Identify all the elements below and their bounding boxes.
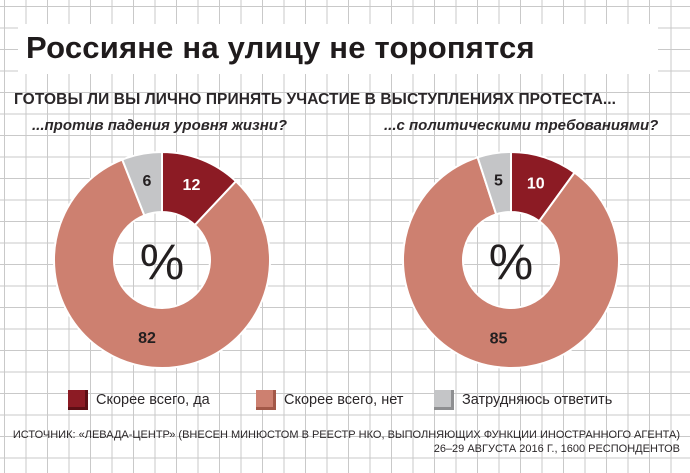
source-line-1: ИСТОЧНИК: «ЛЕВАДА-ЦЕНТР» (ВНЕСЕН МИНЮСТО… bbox=[12, 429, 680, 441]
percent-sign: % bbox=[489, 234, 533, 290]
donut-slice-unsure bbox=[476, 150, 512, 216]
donut-slice-no bbox=[53, 158, 271, 369]
chart-title-living-standards: ...против падения уровня жизни? bbox=[32, 117, 288, 134]
data-label-no: 82 bbox=[138, 330, 156, 347]
data-label-no: 85 bbox=[490, 331, 508, 348]
page-title: Россияне на улицу не торопятся bbox=[26, 30, 535, 65]
data-label-unsure: 5 bbox=[494, 172, 503, 189]
donut-chart-living-standards: 12 82 6% bbox=[53, 150, 271, 369]
donut-slice-no bbox=[402, 156, 620, 369]
data-label-yes: 12 bbox=[183, 177, 201, 194]
legend-label-unsure: Затрудняюсь ответить bbox=[462, 392, 613, 408]
source-note: ИСТОЧНИК: «ЛЕВАДА-ЦЕНТР» (ВНЕСЕН МИНЮСТО… bbox=[13, 428, 680, 456]
donut-slice-unsure bbox=[120, 150, 163, 217]
legend-swatch-yes bbox=[68, 390, 88, 410]
legend-swatch-unsure bbox=[434, 390, 454, 410]
legend-swatch-no bbox=[256, 390, 276, 410]
data-label-yes: 10 bbox=[527, 175, 545, 192]
legend-item-unsure: Затрудняюсь ответить bbox=[434, 390, 612, 410]
survey-question: ГОТОВЫ ЛИ ВЫ ЛИЧНО ПРИНЯТЬ УЧАСТИЕ В ВЫС… bbox=[14, 91, 617, 108]
source-line-2: 26–29 АВГУСТА 2016 Г., 1600 РЕСПОНДЕНТОВ bbox=[433, 443, 680, 455]
chart-title-political-demands: ...с политическими требованиями? bbox=[384, 117, 659, 134]
data-label-unsure: 6 bbox=[143, 173, 152, 190]
legend-item-no: Скорее всего, нет bbox=[256, 390, 403, 410]
title-box bbox=[18, 24, 658, 74]
donut-chart-political-demands: 10 85 5% bbox=[402, 150, 620, 369]
percent-sign: % bbox=[140, 234, 184, 290]
legend-item-yes: Скорее всего, да bbox=[68, 390, 210, 410]
legend-label-yes: Скорее всего, да bbox=[96, 392, 210, 408]
legend-label-no: Скорее всего, нет bbox=[284, 392, 404, 408]
